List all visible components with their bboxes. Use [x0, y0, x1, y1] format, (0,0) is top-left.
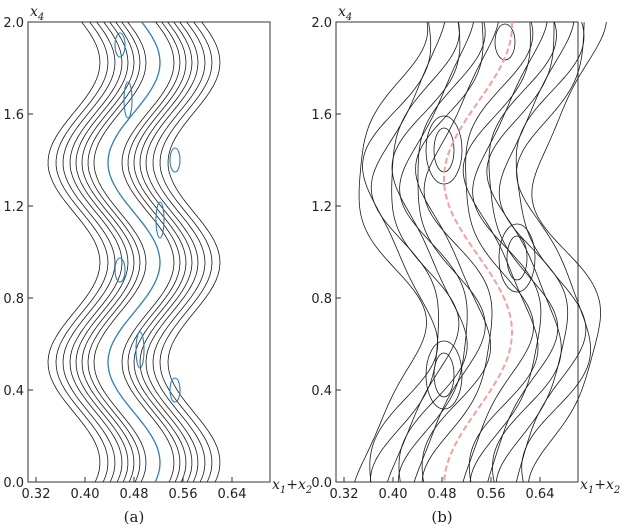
panel-a-x-tick-label: 0.32	[22, 487, 51, 502]
contour-island	[498, 223, 536, 293]
contour-line	[397, 21, 474, 483]
contour-line	[413, 21, 486, 483]
contour-line	[145, 21, 199, 483]
contour-line	[62, 21, 116, 483]
contour-island	[433, 127, 455, 173]
panel-a-x-tick-label: 0.48	[120, 487, 149, 502]
panel-b-y-tick-label: 2.0	[311, 16, 332, 31]
contour-island	[114, 32, 126, 58]
panel-b-y-tick-label: 1.6	[311, 108, 332, 123]
panel-a-x-tick-label: 0.64	[218, 487, 247, 502]
panel-b-y-axis-label: x4	[338, 4, 352, 23]
panel-a-y-tick-label: 0.4	[3, 384, 24, 399]
panel-b-y-tick-label: 0.8	[311, 292, 332, 307]
contour-island	[169, 377, 181, 403]
contour-line	[415, 21, 491, 483]
panel-a-y-tick-label: 1.2	[3, 200, 24, 215]
panel-a-caption: (a)	[124, 508, 145, 526]
contour-line	[133, 21, 187, 483]
contour-line	[515, 21, 587, 483]
contour-line	[75, 21, 129, 483]
panel-b-x-tick-label: 0.56	[477, 487, 506, 502]
contour-line	[469, 21, 548, 483]
panel-b-y-ticks	[336, 21, 341, 483]
panel-a-y-tick-label: 0.8	[3, 292, 24, 307]
contour-line	[391, 21, 468, 483]
contour-line	[55, 21, 109, 483]
panel-a-x-ticks	[35, 477, 233, 482]
panel-b-x-ticks	[343, 477, 541, 482]
contour-island	[433, 352, 455, 398]
contour-line	[121, 21, 175, 483]
panel-a-x-tick-label: 0.40	[71, 487, 100, 502]
panel-a-blobs	[114, 32, 181, 403]
contour-island	[155, 201, 165, 239]
contour-line	[528, 21, 607, 483]
contour-island	[425, 115, 463, 185]
panel-a-y-ticks	[28, 21, 33, 483]
panel-a: 0.0 0.4 0.8 1.2 1.6 2.0 0.32 0.40 0.48 0…	[3, 4, 312, 526]
panel-b: 0.0 0.4 0.8 1.2 1.6 2.0 0.32 0.40 0.48 0…	[311, 4, 620, 526]
contour-line	[462, 21, 539, 483]
contour-line	[69, 21, 123, 483]
contour-line	[487, 21, 559, 483]
panel-a-ridge-line	[107, 21, 161, 483]
contour-line	[370, 21, 446, 483]
contour-island	[114, 257, 126, 283]
contour-island	[425, 340, 463, 410]
contour-line	[167, 21, 221, 483]
panel-a-x-tick-label: 0.56	[169, 487, 198, 502]
panel-b-caption: (b)	[431, 508, 452, 526]
contour-line	[93, 21, 147, 483]
contour-line	[47, 21, 101, 483]
contour-line	[81, 21, 135, 483]
contour-line	[159, 21, 213, 483]
panel-b-x-tick-label: 0.32	[330, 487, 359, 502]
contour-line	[462, 21, 534, 483]
panel-b-x-tick-label: 0.48	[428, 487, 457, 502]
contour-line	[486, 22, 562, 483]
contour-island	[123, 81, 133, 119]
panel-b-y-tick-label: 1.2	[311, 200, 332, 215]
contour-line	[87, 21, 141, 483]
panel-a-contours	[47, 21, 221, 483]
contour-line	[387, 21, 460, 483]
panel-a-frame	[27, 21, 271, 483]
panel-b-frame	[335, 21, 579, 483]
panel-b-contours	[354, 21, 607, 483]
contour-island	[169, 147, 181, 173]
contour-line	[152, 21, 206, 483]
panel-b-x-axis-label: x1+x2	[580, 477, 620, 496]
contour-line	[354, 21, 429, 483]
contour-island	[494, 23, 516, 61]
panel-a-y-tick-label: 2.0	[3, 16, 24, 31]
contour-line	[516, 21, 592, 483]
panel-a-x-axis-label: x1+x2	[272, 477, 312, 496]
panel-b-y-tick-label: 0.0	[311, 476, 332, 491]
panel-a-y-tick-label: 1.6	[3, 108, 24, 123]
contour-line	[127, 21, 181, 483]
panel-b-y-tick-label: 0.4	[311, 384, 332, 399]
panel-b-x-tick-label: 0.64	[526, 487, 555, 502]
contour-island	[506, 235, 528, 281]
contour-line	[421, 21, 499, 483]
contour-line	[362, 21, 439, 483]
panel-a-y-axis-label: x4	[30, 4, 44, 23]
contour-line	[139, 21, 193, 483]
panel-a-y-tick-label: 0.0	[3, 476, 24, 491]
panel-b-x-tick-label: 0.40	[379, 487, 408, 502]
panel-b-ridge-line	[442, 21, 514, 483]
contour-island	[135, 331, 145, 369]
